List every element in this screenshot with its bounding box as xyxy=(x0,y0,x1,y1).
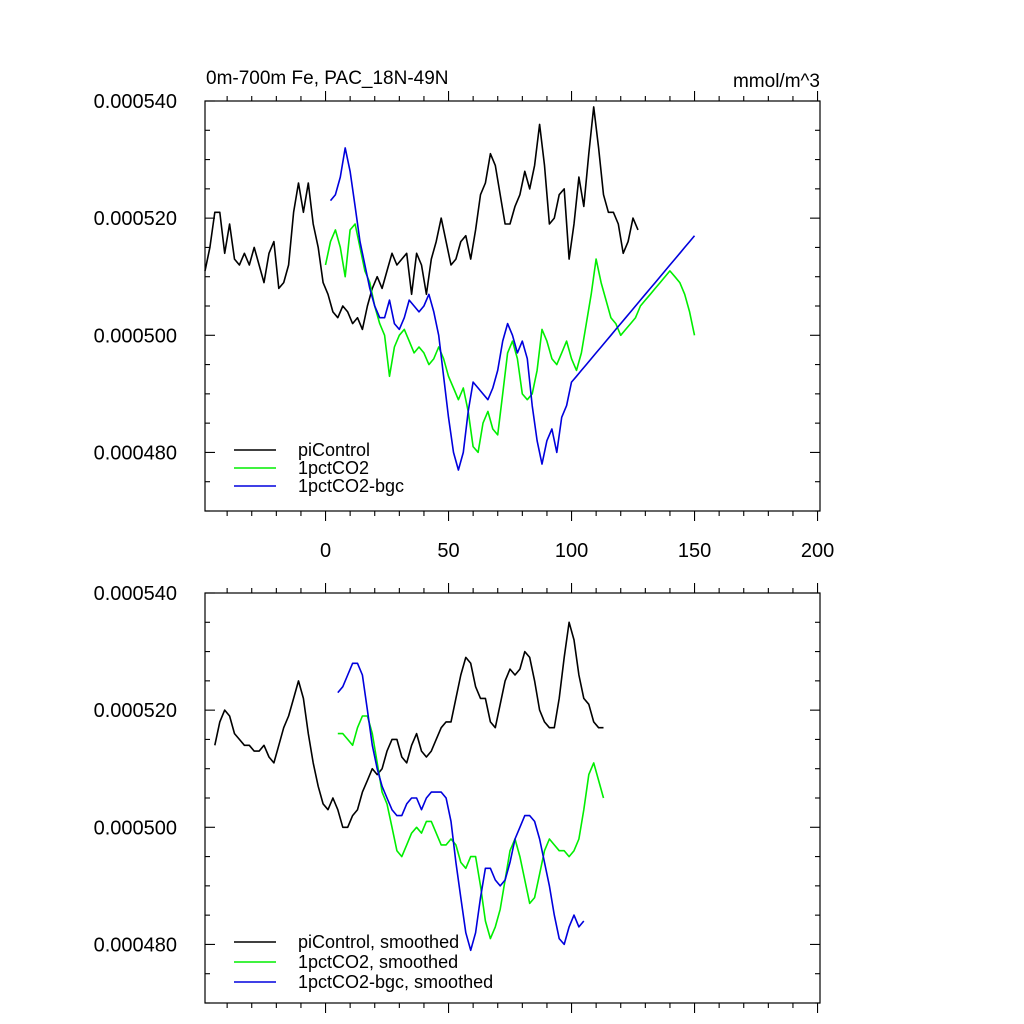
top-series-lines xyxy=(204,106,696,471)
x-tick-label: 100 xyxy=(555,540,588,562)
series-line-1pctco2 xyxy=(324,223,696,454)
top-panel: 0m-700m Fe, PAC_18N-49N mmol/m^3 0.00048… xyxy=(94,68,835,562)
bottom-y-tick-labels: 0.000480 0.000500 0.000520 0.000540 xyxy=(94,583,177,956)
top-ticks xyxy=(205,91,820,521)
legend-label: 1pctCO2-bgc xyxy=(298,476,404,496)
series-line-picontrol xyxy=(204,106,639,331)
y-tick-label: 0.000480 xyxy=(94,934,177,956)
x-tick-label: 50 xyxy=(437,540,459,562)
legend-label: 1pctCO2-bgc, smoothed xyxy=(298,972,493,992)
legend-label: piControl xyxy=(298,440,370,460)
y-tick-label: 0.000480 xyxy=(94,442,177,464)
y-tick-label: 0.000520 xyxy=(94,700,177,722)
series-line-1pctco2-bgc xyxy=(329,147,696,471)
top-chart-title: 0m-700m Fe, PAC_18N-49N xyxy=(206,68,449,89)
y-tick-label: 0.000500 xyxy=(94,325,177,347)
bottom-ticks xyxy=(205,583,820,1013)
legend-label: 1pctCO2, smoothed xyxy=(298,952,458,972)
top-y-tick-labels: 0.000480 0.000500 0.000520 0.000540 xyxy=(94,91,177,464)
legend-label: piControl, smoothed xyxy=(298,932,459,952)
x-tick-label: 150 xyxy=(678,540,711,562)
y-tick-label: 0.000500 xyxy=(94,817,177,839)
bottom-series-lines xyxy=(214,621,605,952)
series-line-1pctco2-bgc-smoothed xyxy=(337,662,585,952)
legend-label: 1pctCO2 xyxy=(298,458,369,478)
y-tick-label: 0.000540 xyxy=(94,583,177,605)
top-chart-units: mmol/m^3 xyxy=(733,71,820,92)
bottom-panel: 0.000480 0.000500 0.000520 0.000540 piContr… xyxy=(94,583,821,1013)
series-line-picontrol-smoothed xyxy=(214,621,604,829)
x-tick-label: 200 xyxy=(801,540,834,562)
top-x-tick-labels: 0 50 100 150 200 xyxy=(320,540,834,562)
series-line-1pctco2-smoothed xyxy=(337,715,605,940)
y-tick-label: 0.000520 xyxy=(94,208,177,230)
y-tick-label: 0.000540 xyxy=(94,91,177,113)
x-tick-label: 0 xyxy=(320,540,331,562)
